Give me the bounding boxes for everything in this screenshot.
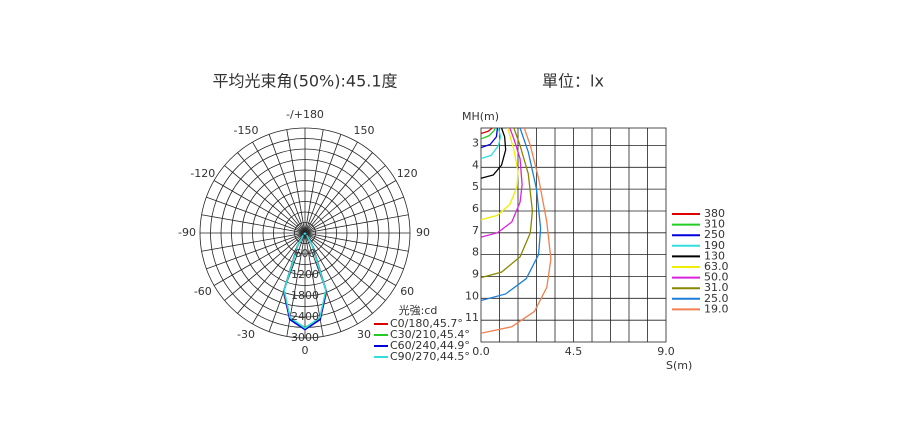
legend-label: 250 bbox=[704, 228, 725, 241]
legend-label: 31.0 bbox=[704, 281, 729, 294]
legend-label: C90/270,44.5° bbox=[390, 350, 470, 363]
spoke-grid bbox=[206, 232, 306, 270]
spoke-grid bbox=[304, 232, 397, 286]
y-tick-label: 9 bbox=[472, 267, 479, 280]
angle-tick-label: 150 bbox=[354, 124, 375, 137]
legend-label: 25.0 bbox=[704, 292, 729, 305]
y-tick-label: 5 bbox=[472, 180, 479, 193]
angle-tick-label: 120 bbox=[397, 167, 418, 180]
legend-label: 190 bbox=[704, 239, 725, 252]
angle-tick-label: 0 bbox=[302, 344, 309, 357]
polar-title: 平均光束角(50%):45.1度 bbox=[212, 72, 397, 91]
r-tick-label: 1800 bbox=[291, 289, 319, 302]
spoke-grid bbox=[304, 180, 397, 234]
legend-label: 63.0 bbox=[704, 260, 729, 273]
legend-label: 50.0 bbox=[704, 271, 729, 284]
spoke-grid bbox=[304, 232, 386, 301]
legend-label: C60/240,44.9° bbox=[390, 339, 470, 352]
spoke-grid bbox=[201, 232, 306, 252]
spoke-grid bbox=[224, 165, 306, 234]
spoke-grid bbox=[304, 141, 358, 234]
x-tick-label: 0.0 bbox=[472, 345, 490, 358]
spoke-grid bbox=[304, 152, 373, 234]
x-axis-label: S(m) bbox=[666, 359, 692, 372]
angle-tick-label: -120 bbox=[190, 167, 215, 180]
angle-tick-label: -90 bbox=[178, 226, 196, 239]
spoke-grid bbox=[268, 134, 306, 234]
angle-tick-label: 60 bbox=[400, 285, 414, 298]
spoke-grid bbox=[304, 165, 386, 234]
x-tick-label: 9.0 bbox=[657, 345, 675, 358]
angle-tick-label: 90 bbox=[416, 226, 430, 239]
r-tick-label: 2400 bbox=[291, 310, 319, 323]
unit-label: 光強:cd bbox=[399, 303, 438, 317]
spoke-grid bbox=[206, 196, 306, 234]
isolux-curve bbox=[480, 127, 493, 135]
y-tick-label: 7 bbox=[472, 224, 479, 237]
y-tick-label: 8 bbox=[472, 246, 479, 259]
spoke-grid bbox=[304, 232, 373, 314]
legend-label: 130 bbox=[704, 249, 725, 262]
spoke-grid bbox=[201, 214, 306, 234]
spoke-grid bbox=[304, 129, 324, 234]
spoke-grid bbox=[237, 152, 306, 234]
isolux-curve bbox=[480, 127, 523, 238]
y-tick-label: 10 bbox=[465, 289, 479, 302]
spoke-grid bbox=[213, 180, 306, 234]
isolux-curve bbox=[480, 127, 499, 149]
angle-tick-label: 30 bbox=[357, 328, 371, 341]
spoke-grid bbox=[304, 134, 342, 234]
angle-tick-label: -60 bbox=[194, 285, 212, 298]
isolux-curve bbox=[480, 127, 534, 279]
spoke-grid bbox=[304, 214, 409, 234]
isolux-curve bbox=[480, 127, 496, 140]
spoke-grid bbox=[304, 232, 409, 252]
y-tick-label: 6 bbox=[472, 202, 479, 215]
isolux-curve bbox=[480, 127, 542, 302]
spoke-grid bbox=[213, 232, 306, 286]
r-tick-label: 0 bbox=[302, 226, 309, 239]
legend-label: C30/210,45.4° bbox=[390, 328, 470, 341]
r-tick-label: 600 bbox=[295, 247, 316, 260]
angle-tick-label: -30 bbox=[237, 328, 255, 341]
angle-tick-label: -150 bbox=[234, 124, 259, 137]
isolux-curve bbox=[480, 127, 552, 334]
intensity-curve bbox=[283, 232, 327, 330]
y-tick-label: 11 bbox=[465, 311, 479, 324]
y-axis-label: MH(m) bbox=[462, 110, 499, 123]
isolux-curve bbox=[480, 127, 502, 160]
isolux-title: 單位：lx bbox=[542, 72, 604, 91]
y-tick-label: 3 bbox=[472, 136, 479, 149]
y-tick-label: 4 bbox=[472, 158, 479, 171]
legend-label: 380 bbox=[704, 207, 725, 220]
r-tick-label: 3000 bbox=[291, 331, 319, 344]
spoke-grid bbox=[252, 141, 306, 234]
legend-label: C0/180,45.7° bbox=[390, 317, 463, 330]
spoke-grid bbox=[304, 196, 404, 234]
legend-label: 19.0 bbox=[704, 302, 729, 315]
r-tick-label: 1200 bbox=[291, 268, 319, 281]
legend-label: 310 bbox=[704, 218, 725, 231]
spoke-grid bbox=[286, 129, 306, 234]
isolux-curve bbox=[480, 127, 519, 221]
spoke-grid bbox=[237, 232, 306, 314]
isolux-curve bbox=[480, 127, 507, 179]
spoke-grid bbox=[224, 232, 306, 301]
spoke-grid bbox=[304, 232, 404, 270]
x-tick-label: 4.5 bbox=[565, 345, 583, 358]
angle-tick-label: -/+180 bbox=[286, 108, 324, 121]
